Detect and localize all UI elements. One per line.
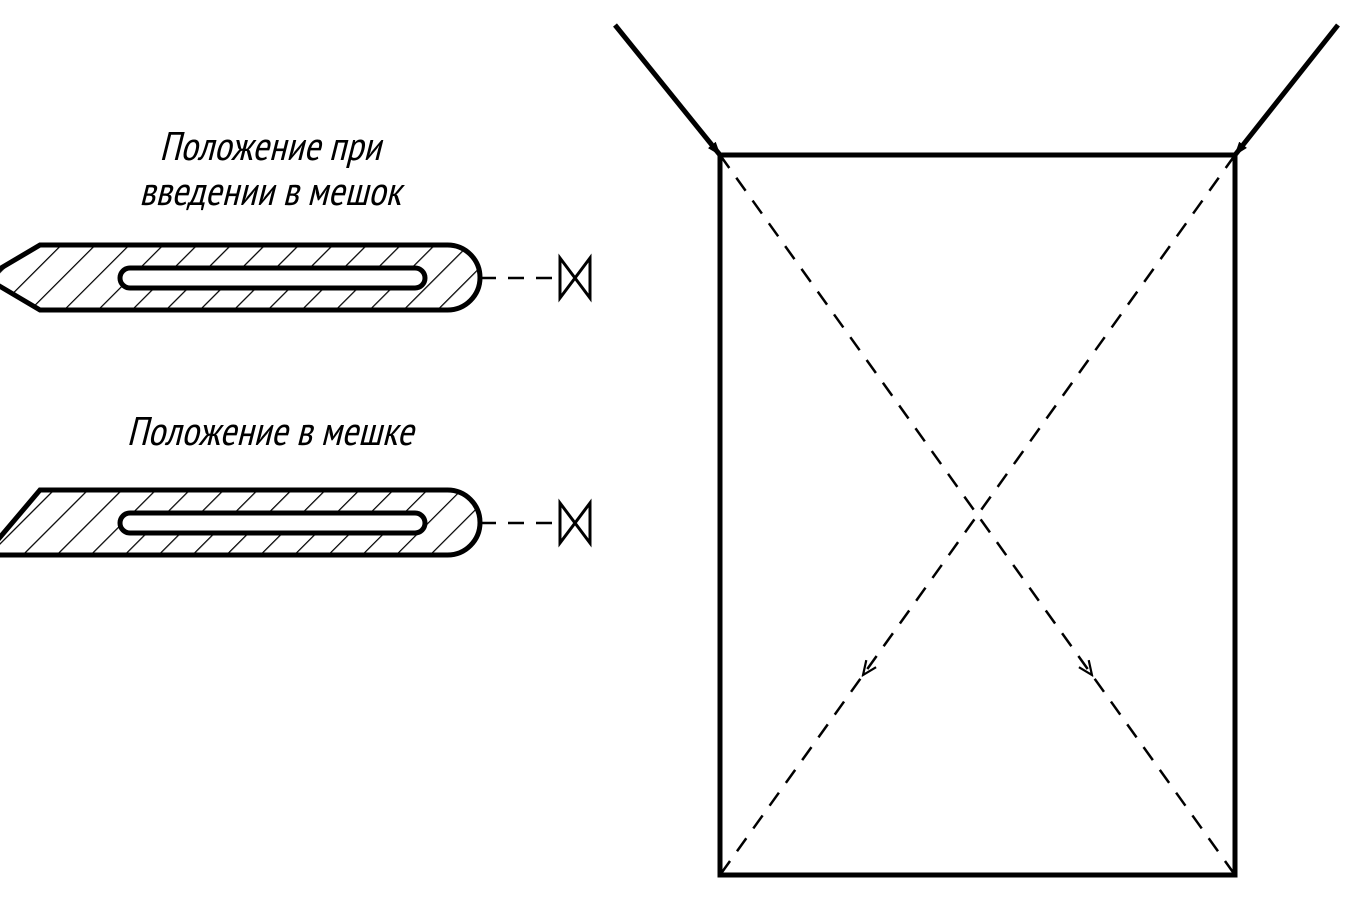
valve-icon — [560, 258, 590, 298]
bag-diagonal-2-line — [720, 155, 1235, 875]
probe-slot-fill — [120, 513, 425, 533]
probe-insert-position — [0, 245, 590, 310]
label-bottom-line1: Положение в мешке — [127, 405, 416, 457]
bag-rectangle — [720, 155, 1235, 875]
bag-diagonal-2-arrowhead — [864, 673, 865, 674]
bag-diagonal-1-line — [720, 155, 1235, 875]
bag-arrow-in-left — [615, 25, 720, 155]
bag-diagonal-1-arrowhead — [1090, 673, 1091, 674]
label-top-line2: введении в мешок — [139, 165, 405, 217]
bag-diagonal-2 — [720, 155, 1235, 875]
probe-inside-bag-position — [0, 490, 590, 555]
bag-diagonal-1 — [720, 155, 1235, 875]
bag-arrow-in-right — [1235, 25, 1338, 155]
probe-slot-fill — [120, 268, 425, 288]
valve-icon — [560, 503, 590, 543]
